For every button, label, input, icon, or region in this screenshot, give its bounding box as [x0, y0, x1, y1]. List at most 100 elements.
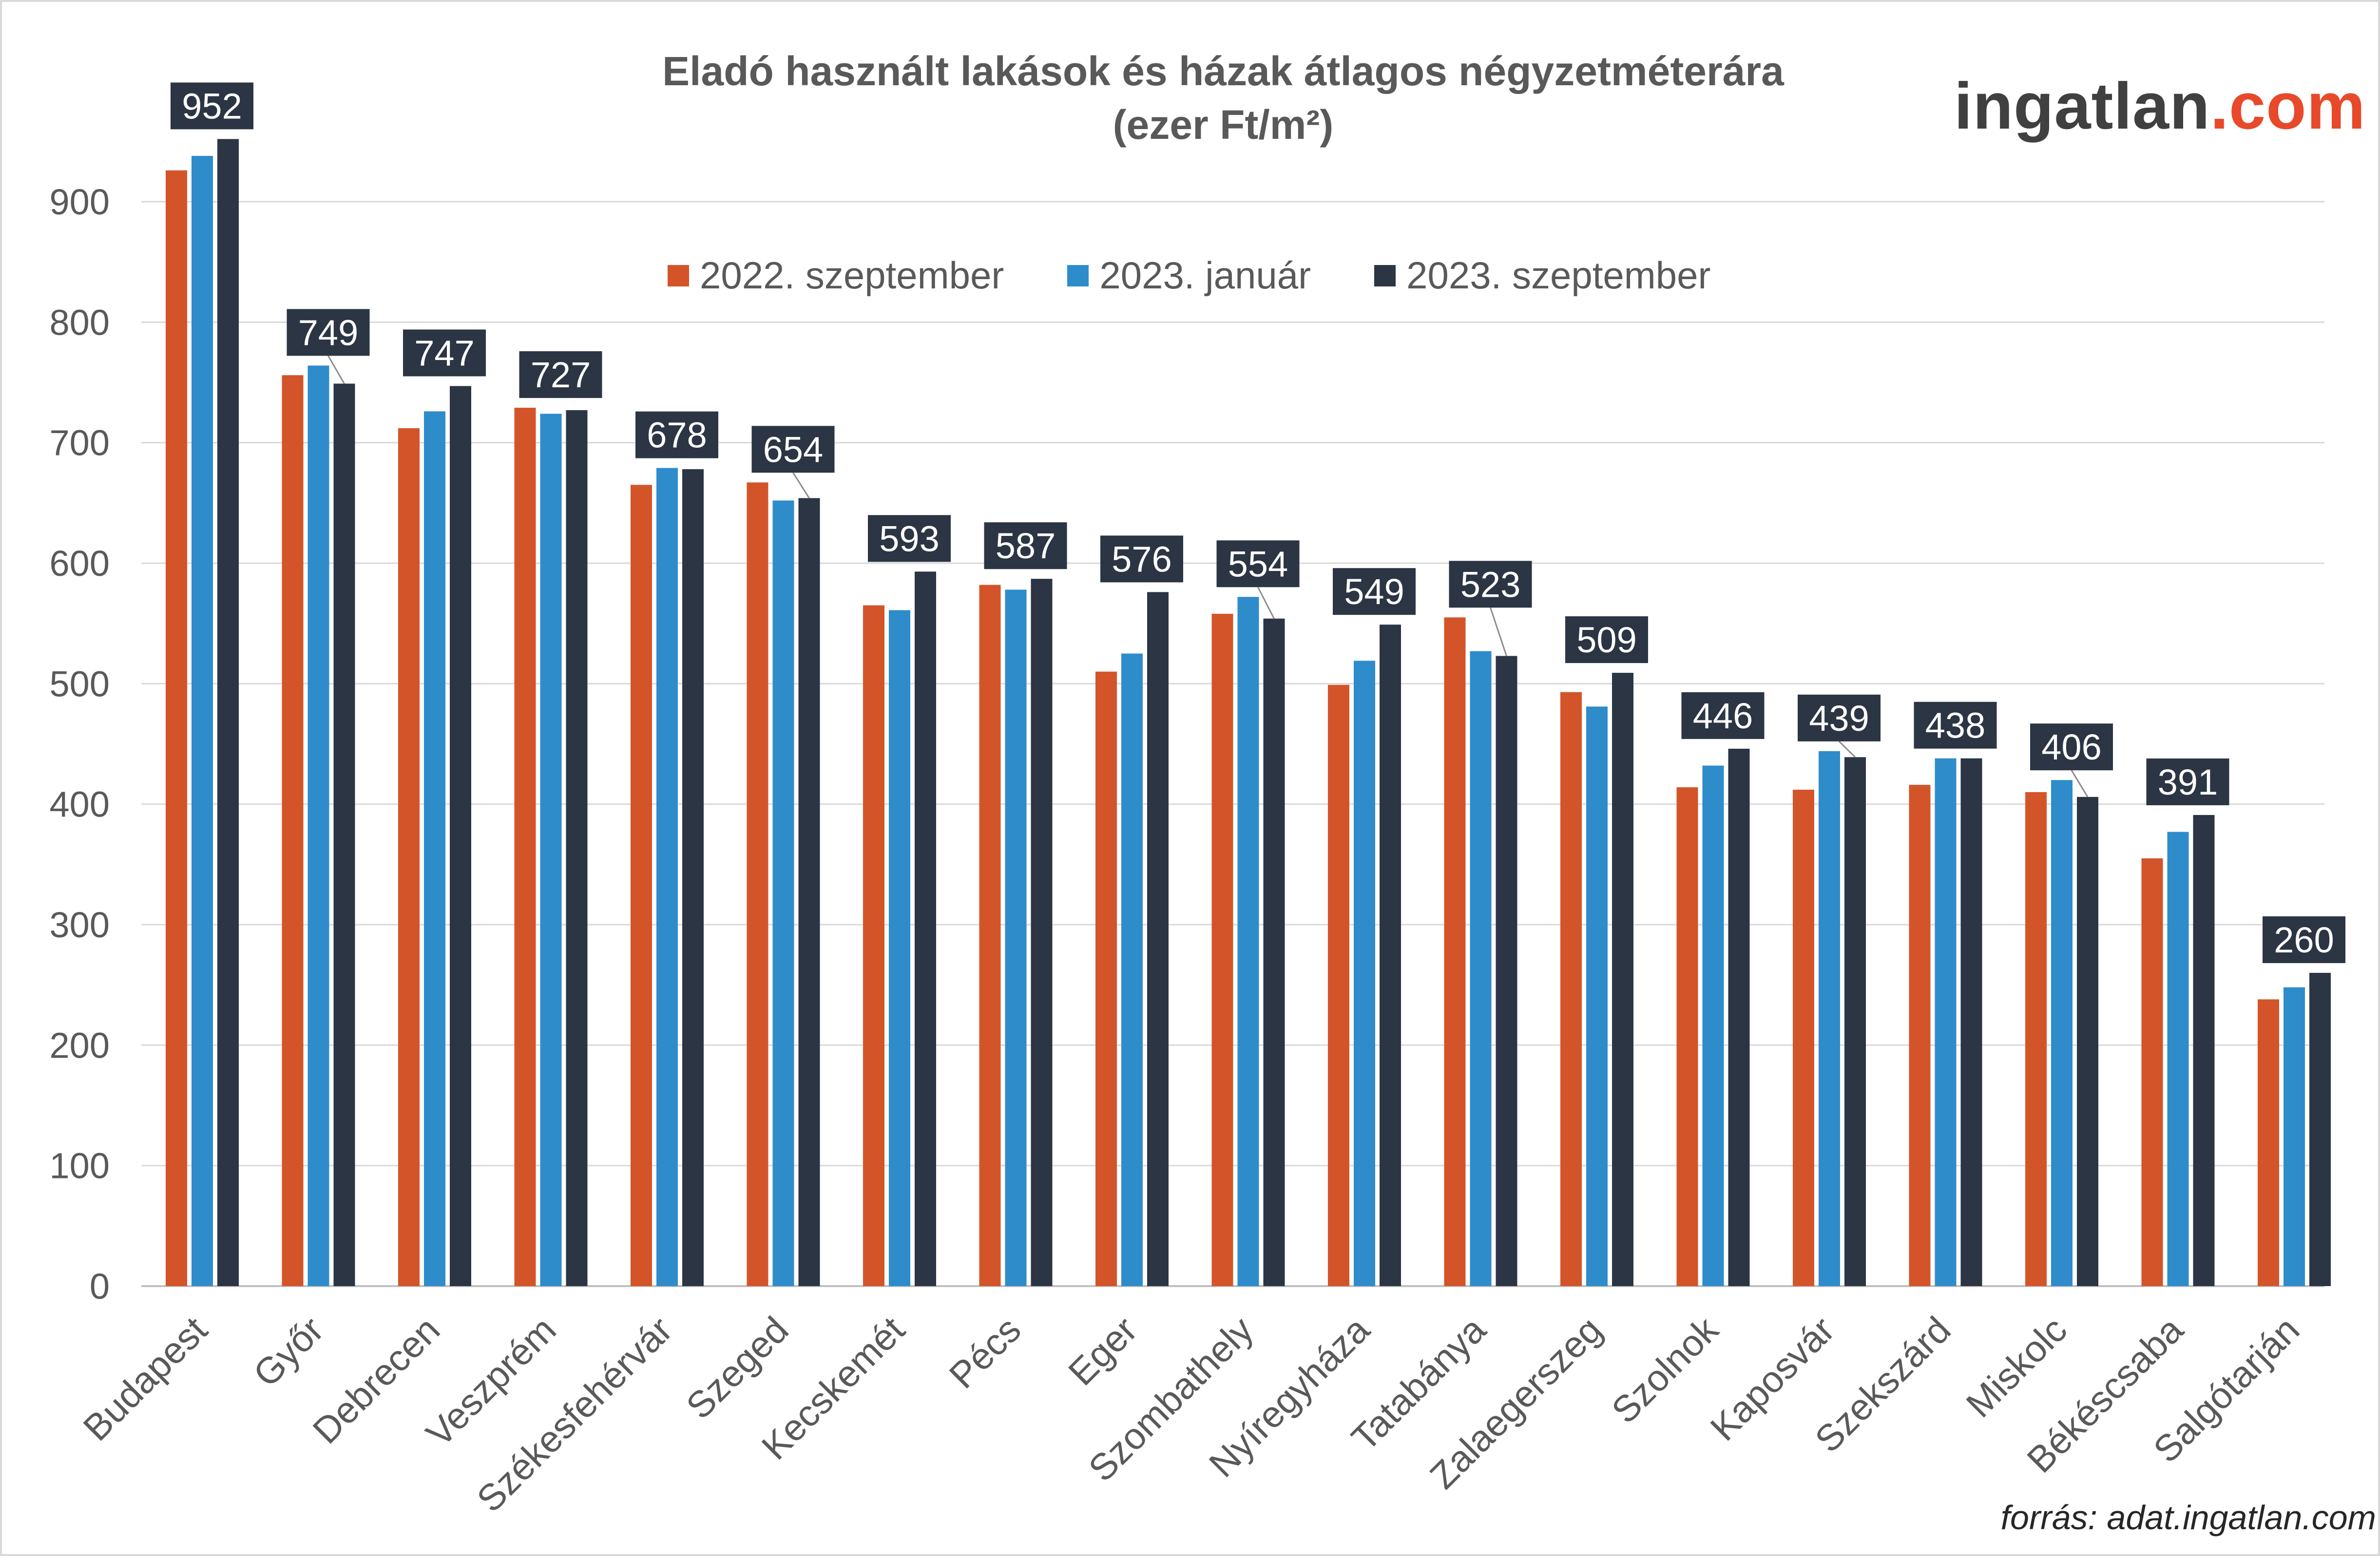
data-label-kecskemét: 593: [868, 515, 951, 562]
data-labels: 952 749 747 727 678 654 593 587 576 554 549 523 509 4…: [171, 82, 2345, 963]
data-label-text-győr: 749: [298, 312, 358, 353]
data-label-text-kaposvár: 439: [1809, 698, 1869, 739]
bar-pécs-series-3: [1031, 579, 1053, 1286]
logo-text-main: ingatlan: [1954, 69, 2210, 143]
bar-miskolc-series-2: [2051, 780, 2073, 1286]
logo-text-domain: .com: [2210, 69, 2366, 143]
data-label-text-békéscsaba: 391: [2158, 762, 2218, 802]
bar-szolnok-series-1: [1676, 787, 1698, 1286]
bar-székesfehérvár-series-3: [682, 469, 704, 1286]
bar-pécs-series-1: [979, 585, 1001, 1286]
data-label-box-szombathely: [1216, 540, 1300, 588]
data-label-salgótarján: 260: [2263, 916, 2345, 963]
legend-item-series-3: 2023. szeptember: [1374, 253, 1710, 298]
data-label-text-szolnok: 446: [1693, 696, 1753, 736]
data-label-box-miskolc: [2030, 723, 2113, 771]
data-label-text-pécs: 587: [996, 526, 1056, 566]
bar-miskolc-series-1: [2025, 792, 2047, 1286]
bar-zalaegerszeg-series-3: [1612, 673, 1633, 1286]
bar-szekszárd-series-2: [1935, 758, 1957, 1286]
bar-budapest-series-3: [217, 139, 239, 1286]
chart-subtitle: (ezer Ft/m²): [1113, 102, 1334, 148]
data-label-text-szeged: 654: [763, 429, 823, 470]
data-label-nyíregyháza: 549: [1333, 568, 1416, 615]
x-axis-labels: Budapest GyőrDebrecenVeszprémSzékesfehérv…: [76, 1309, 2307, 1520]
y-tick-label-0: 0: [90, 1266, 110, 1307]
y-tick-label-700: 700: [50, 423, 110, 463]
legend-label-series-2: 2023. január: [1099, 254, 1311, 297]
data-label-szeged: 654: [751, 426, 835, 499]
source-note: forrás: adat.ingatlan.com: [2000, 1499, 2376, 1537]
data-label-text-székesfehérvár: 678: [647, 415, 707, 455]
y-tick-label-900: 900: [50, 182, 110, 222]
leader-line-győr: [327, 355, 345, 384]
bar-salgótarján-series-3: [2309, 972, 2331, 1286]
bar-szombathely-series-3: [1263, 618, 1285, 1286]
leader-line-kaposvár: [1838, 740, 1856, 758]
bar-győr-series-3: [333, 383, 355, 1286]
bar-nyíregyháza-series-3: [1380, 625, 1401, 1286]
bar-debrecen-series-2: [424, 411, 445, 1286]
y-axis-ticks: 0 100 200 300 400 500 600 700 800 900: [50, 182, 110, 1307]
y-tick-label-200: 200: [50, 1025, 110, 1065]
y-tick-label-400: 400: [50, 784, 110, 825]
data-label-szolnok: 446: [1681, 692, 1765, 739]
data-label-text-kecskemét: 593: [879, 518, 939, 559]
gridlines: [141, 201, 2324, 1287]
y-tick-label-500: 500: [50, 664, 110, 704]
bar-tatabánya-series-1: [1444, 617, 1466, 1286]
leader-line-szombathely: [1257, 587, 1275, 619]
data-label-box-pécs: [984, 522, 1067, 569]
bar-székesfehérvár-series-1: [631, 485, 652, 1286]
legend-label-series-3: 2023. szeptember: [1406, 254, 1711, 297]
data-label-box-győr: [287, 309, 370, 356]
bar-veszprém-series-1: [514, 407, 536, 1287]
bar-zalaegerszeg-series-1: [1560, 692, 1582, 1286]
bar-kaposvár-series-3: [1844, 757, 1866, 1286]
data-label-kaposvár: 439: [1798, 694, 1881, 758]
y-tick-label-100: 100: [50, 1146, 110, 1186]
bar-szekszárd-series-3: [1960, 758, 1982, 1286]
data-label-miskolc: 406: [2030, 723, 2113, 797]
legend: 2022. szeptember 2023. január 2023. szep…: [668, 253, 1710, 298]
data-label-text-szekszárd: 438: [1925, 705, 1985, 746]
legend-swatch-series-1: [668, 265, 689, 286]
data-label-box-szeged: [751, 426, 835, 473]
data-label-tatabánya: 523: [1449, 561, 1532, 656]
bar-kecskemét-series-3: [915, 571, 936, 1286]
data-label-győr: 749: [287, 309, 370, 384]
data-label-box-veszprém: [519, 351, 602, 398]
bar-veszprém-series-3: [566, 410, 588, 1286]
data-label-veszprém: 727: [519, 351, 602, 398]
data-label-text-budapest: 952: [182, 86, 242, 126]
data-label-box-tatabánya: [1449, 561, 1532, 608]
data-label-zalaegerszeg: 509: [1565, 616, 1648, 664]
data-label-box-salgótarján: [2263, 916, 2345, 963]
bar-eger-series-1: [1095, 671, 1117, 1286]
data-label-text-zalaegerszeg: 509: [1576, 620, 1636, 660]
bar-kaposvár-series-2: [1819, 751, 1840, 1286]
bar-budapest-series-2: [192, 156, 213, 1286]
bar-békéscsaba-series-2: [2167, 832, 2189, 1286]
bar-békéscsaba-series-3: [2193, 815, 2215, 1286]
bar-szekszárd-series-1: [1909, 785, 1931, 1286]
data-label-szombathely: 554: [1216, 540, 1300, 619]
bar-szeged-series-3: [798, 498, 820, 1287]
chart-title: Eladó használt lakások és házak átlagos …: [662, 48, 1785, 94]
bar-nyíregyháza-series-2: [1354, 661, 1375, 1286]
data-label-szekszárd: 438: [1914, 702, 1997, 749]
data-label-box-debrecen: [403, 329, 486, 377]
x-axis-label-eger: Eger: [1060, 1309, 1145, 1394]
data-label-eger: 576: [1100, 535, 1183, 583]
bar-szeged-series-2: [772, 500, 794, 1286]
data-label-box-nyíregyháza: [1333, 568, 1416, 615]
bar-békéscsaba-series-1: [2141, 858, 2163, 1286]
bar-kaposvár-series-1: [1793, 789, 1814, 1286]
y-tick-label-800: 800: [50, 302, 110, 342]
bar-szeged-series-1: [747, 482, 768, 1287]
bar-miskolc-series-3: [2077, 797, 2098, 1286]
bar-tatabánya-series-3: [1496, 656, 1517, 1286]
data-label-text-szombathely: 554: [1228, 544, 1288, 584]
data-label-text-tatabánya: 523: [1460, 564, 1520, 605]
bar-nyíregyháza-series-1: [1328, 684, 1349, 1286]
